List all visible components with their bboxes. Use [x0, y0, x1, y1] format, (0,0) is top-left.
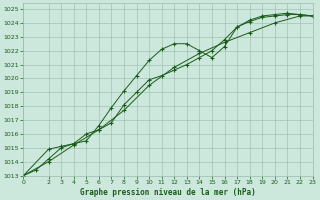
X-axis label: Graphe pression niveau de la mer (hPa): Graphe pression niveau de la mer (hPa)	[80, 188, 256, 197]
